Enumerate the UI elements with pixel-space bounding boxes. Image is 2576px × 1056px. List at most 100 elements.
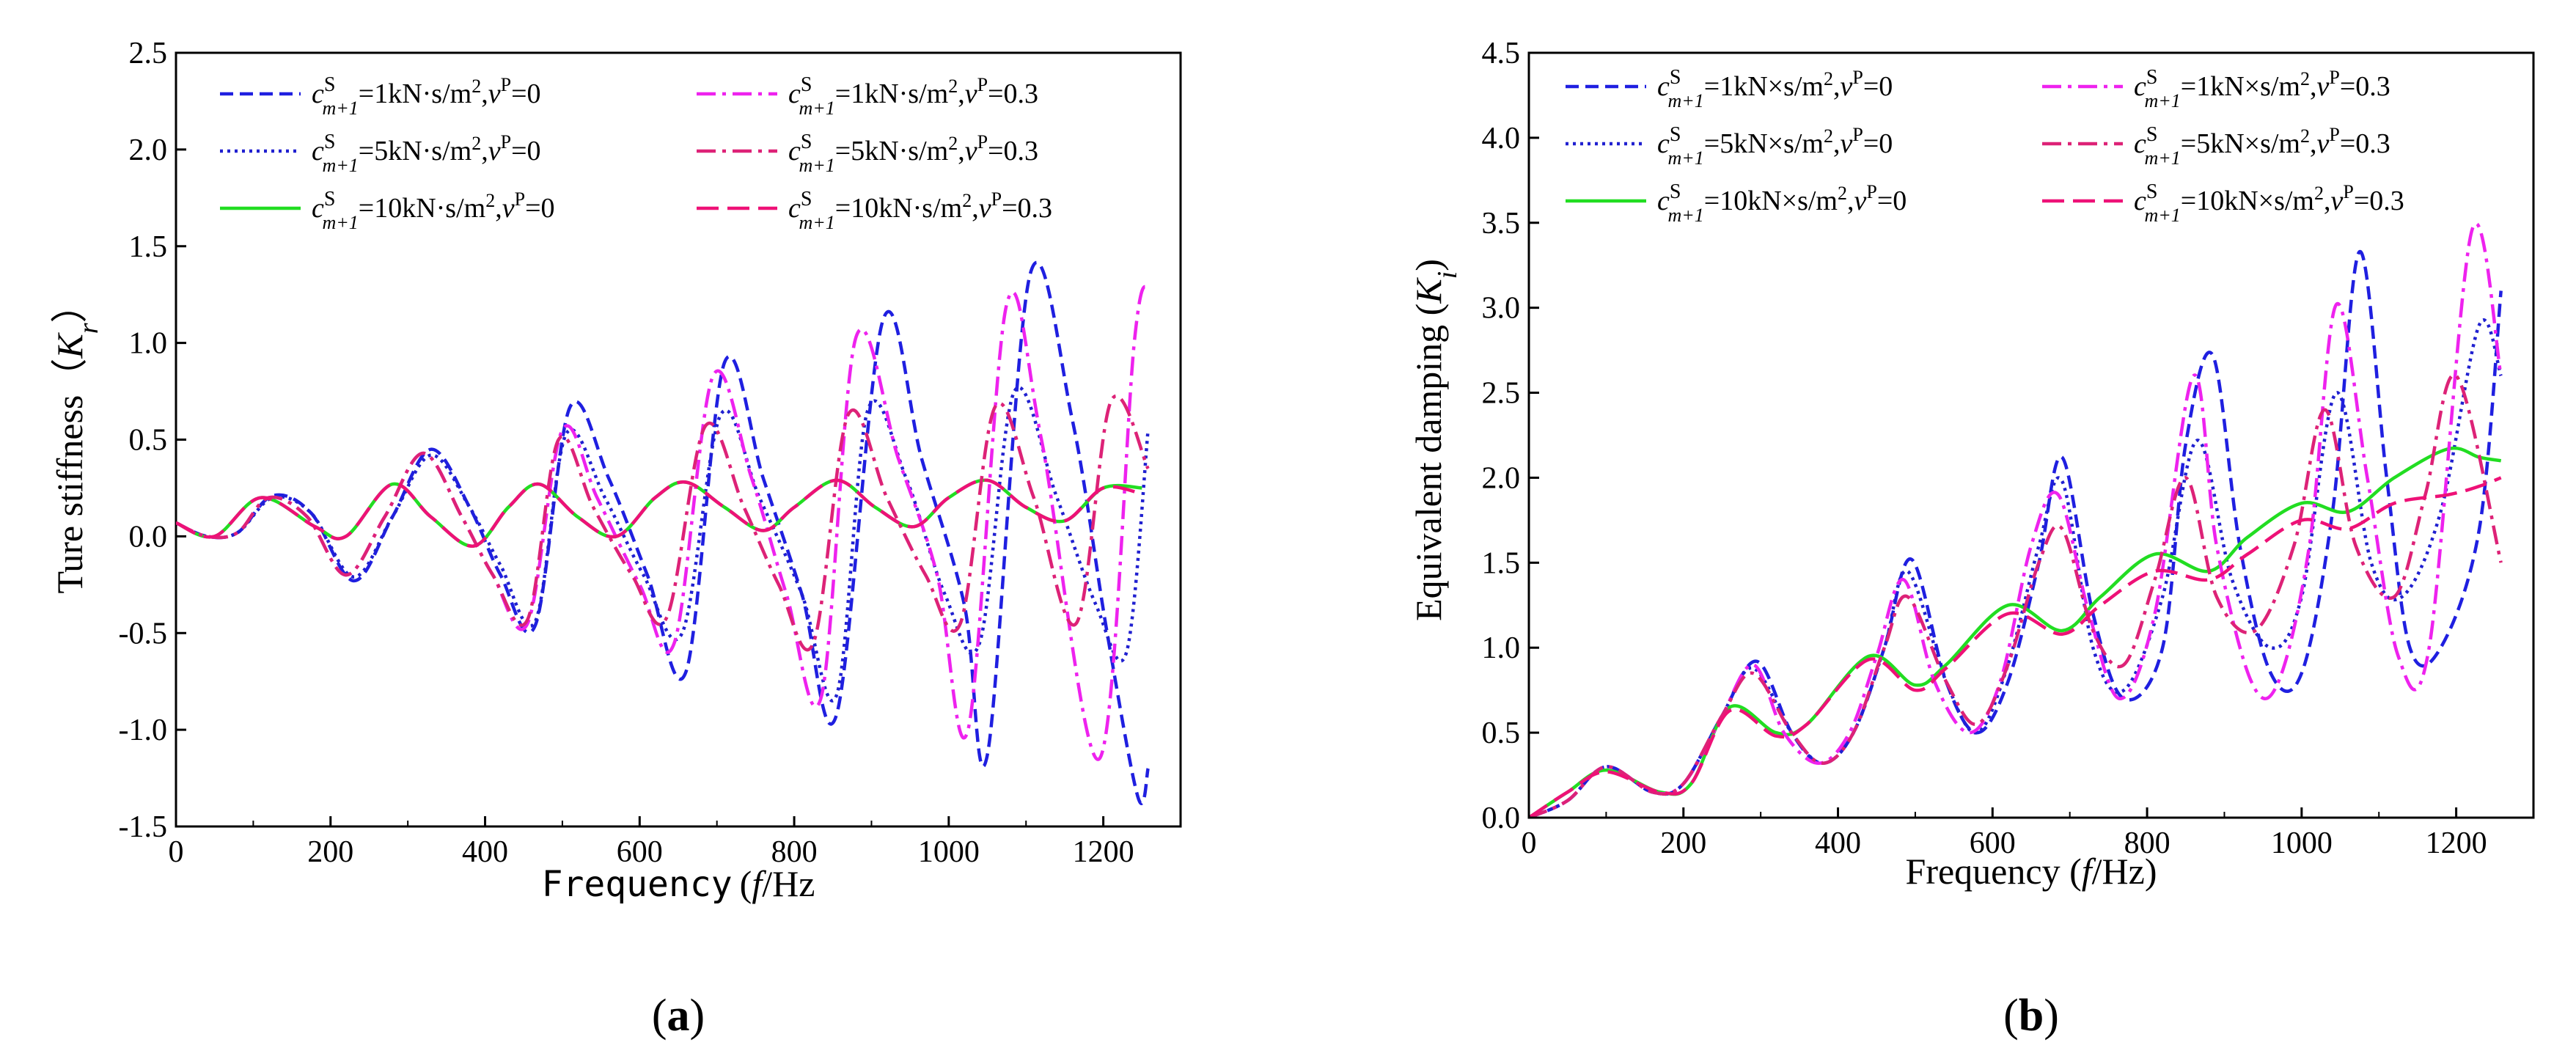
legend-text-part: =0.3 xyxy=(988,136,1038,166)
panel-a-y-axis-title: Ture stiffness（Kr） xyxy=(49,286,104,593)
panel-a-xlabel-open: ( xyxy=(740,863,752,904)
legend-text-part: =1kN×s/m xyxy=(1704,71,1824,102)
panel-a-label-close: ) xyxy=(690,991,705,1041)
legend-text-part: , xyxy=(495,193,502,224)
panel-b-y-tick-label: 4.0 xyxy=(1482,122,1521,155)
panel-a-plot-area xyxy=(176,260,1150,805)
legend-text-part: S xyxy=(801,131,812,153)
panel-b-ylabel-k: K xyxy=(1408,277,1449,304)
panel-b-legend-entry-6: cS m+1=10kN×s/m2,vP=0.3 xyxy=(2134,180,2404,226)
legend-text-part: 2 xyxy=(2300,125,2310,147)
legend-text-part: , xyxy=(1847,186,1854,216)
panel-b-y-tick-label: 2.5 xyxy=(1482,377,1521,411)
panel-a-x-tick-label: 800 xyxy=(771,835,818,869)
panel-b-series-line-6 xyxy=(1529,476,2502,818)
legend-text-part: =0.3 xyxy=(2340,71,2390,102)
legend-text-part: 2 xyxy=(1838,183,1847,204)
panel-a-label-letter: a xyxy=(667,991,690,1041)
legend-text-part: 2 xyxy=(1824,68,1833,89)
panel-b-xlabel-unit: /Hz) xyxy=(2092,851,2157,892)
legend-text-part: =0 xyxy=(511,78,540,109)
legend-text-part: 2 xyxy=(471,133,481,154)
panel-b-series-line-1 xyxy=(1529,249,2503,818)
panel-b-x-axis: 0 200 400 600 800 1000 1200 xyxy=(1522,807,2487,860)
panel-a-x-axis-title: Frequency (f/Hz xyxy=(542,863,815,905)
panel-b-x-tick-label: 1200 xyxy=(2426,826,2487,860)
legend-text-part: m+1 xyxy=(2144,90,2180,111)
panel-b-y-tick-label: 3.5 xyxy=(1482,207,1521,241)
panel-b-x-tick-label: 1000 xyxy=(2271,826,2333,860)
legend-text-part: m+1 xyxy=(2144,147,2180,169)
panel-a-x-tick-label: 0 xyxy=(169,835,184,869)
legend-text-part: =5kN×s/m xyxy=(2181,128,2300,159)
panel-b-legend: cS m+1=1kN×s/m2,vP=0cS m+1=5kN×s/m2,vP=0cS… xyxy=(1566,66,2404,226)
legend-text-part: c xyxy=(2134,128,2146,159)
legend-text-part: 2 xyxy=(2314,183,2324,204)
legend-text-part: c xyxy=(312,136,324,166)
legend-text-part: , xyxy=(972,193,979,224)
panel-a-label: (a) xyxy=(652,991,705,1041)
legend-text-part: c xyxy=(788,193,801,224)
panel-b-y-tick-label: 1.0 xyxy=(1482,631,1521,665)
legend-text-part: P xyxy=(1852,124,1863,145)
panel-a-x-axis: 0 200 400 600 800 1000 1200 xyxy=(169,816,1134,869)
panel-a-xlabel-main: Frequency xyxy=(542,864,733,905)
panel-a-legend-entry-4: cS m+1=1kN·s/m2,vP=0.3 xyxy=(788,73,1038,119)
legend-text-part: =10kN×s/m xyxy=(1704,186,1838,216)
legend-text-part: , xyxy=(2324,186,2331,216)
panel-a-y-tick-label: 1.5 xyxy=(129,230,168,264)
panel-a-series-group xyxy=(176,260,1150,805)
legend-text-part: =0 xyxy=(1863,128,1893,159)
legend-text-part: =10kN·s/m xyxy=(835,193,962,224)
panel-b-x-tick-label: 400 xyxy=(1815,826,1861,860)
panel-a-legend-entry-3: cS m+1=10kN·s/m2,vP=0 xyxy=(312,188,555,233)
legend-text-part: =1kN·s/m xyxy=(359,78,471,109)
legend-text-part: S xyxy=(2146,180,2158,203)
legend-text-part: m+1 xyxy=(1667,147,1703,169)
panel-b-y-tick-label: 2.0 xyxy=(1482,461,1521,495)
legend-text-part: , xyxy=(958,78,965,109)
legend-text-part: v xyxy=(979,193,991,224)
panel-a-series-line-5 xyxy=(176,394,1150,652)
legend-text-part: m+1 xyxy=(322,155,358,176)
panel-a-y-axis: -1.5 -1.0 -0.5 0.0 0.5 1.0 1.5 2.0 2.5 xyxy=(119,37,186,844)
panel-a-y-tick-label: -0.5 xyxy=(119,617,168,650)
panel-b-xlabel-main: Frequency ( xyxy=(1906,851,2082,892)
panel-a-legend-entry-1: cS m+1=1kN·s/m2,vP=0 xyxy=(312,73,541,119)
legend-text-part: 2 xyxy=(2300,68,2310,89)
panel-a-x-tick-label: 1200 xyxy=(1073,835,1134,869)
legend-text-part: , xyxy=(481,78,488,109)
legend-text-part: S xyxy=(2146,123,2158,146)
panel-a-ylabel-sub: r xyxy=(73,323,104,334)
legend-text-part: =0 xyxy=(1877,186,1907,216)
panel-a-label-open: ( xyxy=(652,991,667,1041)
legend-text-part: 2 xyxy=(962,190,972,211)
legend-text-part: v xyxy=(2331,186,2344,216)
panel-a-ylabel-k: K xyxy=(49,332,90,359)
legend-text-part: P xyxy=(977,131,988,153)
legend-text-part: c xyxy=(312,193,324,224)
legend-text-part: c xyxy=(788,78,801,109)
legend-text-part: S xyxy=(801,188,812,210)
legend-text-part: , xyxy=(2310,128,2317,159)
legend-text-part: v xyxy=(965,136,977,166)
legend-text-part: S xyxy=(1670,66,1681,89)
legend-text-part: , xyxy=(1833,128,1841,159)
panel-b-ylabel-sub: i xyxy=(1432,271,1463,279)
legend-text-part: v xyxy=(2317,71,2330,102)
panel-b-y-axis-title: Equivalent damping (Ki) xyxy=(1408,259,1463,621)
legend-text-part: m+1 xyxy=(1667,90,1703,111)
legend-text-part: m+1 xyxy=(1667,205,1703,226)
legend-text-part: S xyxy=(2146,66,2158,89)
panel-b-label-open: ( xyxy=(2003,991,2019,1041)
legend-text-part: =1kN×s/m xyxy=(2181,71,2300,102)
panel-b-x-axis-title: Frequency (f/Hz) xyxy=(1906,851,2157,892)
legend-text-part: c xyxy=(2134,186,2146,216)
panel-b-y-tick-label: 1.5 xyxy=(1482,546,1521,580)
legend-text-part: P xyxy=(991,188,1002,210)
legend-text-part: =0 xyxy=(1863,71,1893,102)
legend-text-part: , xyxy=(2310,71,2317,102)
panel-a-xlabel-unit: /Hz xyxy=(762,863,815,904)
legend-text-part: S xyxy=(324,131,336,153)
panel-a-series-line-6 xyxy=(176,478,1142,548)
